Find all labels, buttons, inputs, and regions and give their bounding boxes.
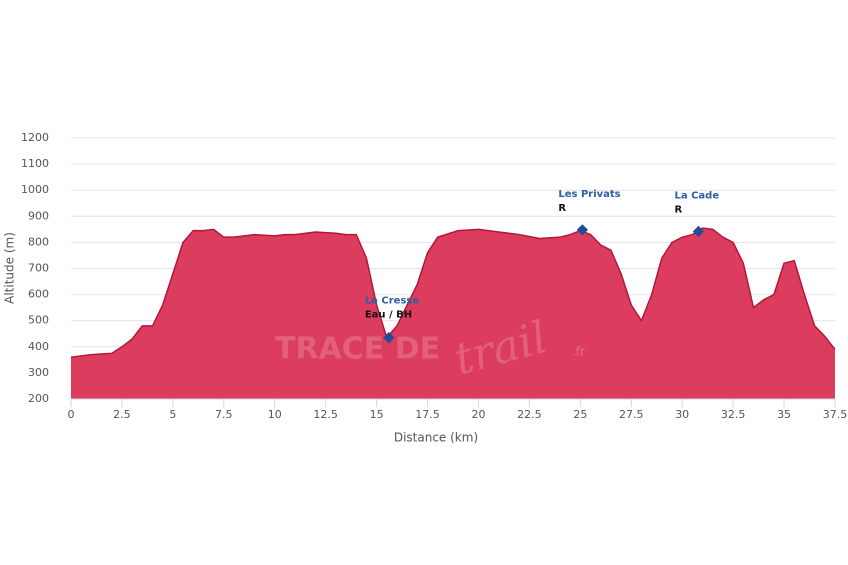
line	[70, 227, 836, 358]
y-axis-label: Altitude (m)	[3, 232, 17, 304]
x-tick-label: 15	[370, 408, 384, 421]
x-tick-label: 35	[777, 408, 791, 421]
x-axis-label: Distance (km)	[394, 431, 478, 445]
x-tick-label: 30	[675, 408, 689, 421]
y-tick-label: 1200	[21, 131, 49, 144]
x-tick-label: 17.5	[415, 408, 440, 421]
y-tick-label: 1000	[21, 183, 49, 196]
waypoint-sublabel: Eau / BH	[365, 310, 412, 321]
waypoint-label: La Cresse	[365, 296, 420, 307]
x-tick-label: 12.5	[313, 408, 338, 421]
y-tick-label: 800	[28, 235, 49, 248]
x-tick-label: 25	[573, 408, 587, 421]
waypoint-sublabel: R	[558, 203, 566, 214]
y-tick-label: 900	[28, 209, 49, 222]
x-tick-label: 22.5	[517, 408, 542, 421]
x-tick-label: 7.5	[215, 408, 233, 421]
waypoint-marker	[383, 332, 395, 344]
x-tick-label: 10	[268, 408, 282, 421]
x-tick-label: 32.5	[721, 408, 746, 421]
x-tick-label: 2.5	[113, 408, 131, 421]
y-tick-label: 400	[28, 340, 49, 353]
waypoint-label: La Cade	[674, 190, 719, 201]
y-tick-label: 700	[28, 262, 49, 275]
watermark: TRACE DE	[275, 332, 440, 367]
area	[71, 228, 835, 399]
watermark: .fr	[572, 345, 585, 359]
y-tick-label: 200	[28, 392, 49, 405]
x-tick-label: 20	[471, 408, 485, 421]
x-tick-label: 27.5	[619, 408, 644, 421]
y-tick-label: 1100	[21, 157, 49, 170]
y-tick-label: 600	[28, 288, 49, 301]
y-tick-label: 500	[28, 314, 49, 327]
x-tick-label: 5	[169, 408, 176, 421]
waypoint-sublabel: R	[674, 204, 682, 215]
x-tick-label: 37.5	[823, 408, 848, 421]
waypoint-marker	[576, 224, 589, 236]
waypoint-marker	[692, 225, 705, 238]
y-tick-label: 300	[28, 366, 49, 379]
x-tick-label: 0	[68, 408, 75, 421]
waypoint-label: Les Privats	[558, 189, 620, 200]
